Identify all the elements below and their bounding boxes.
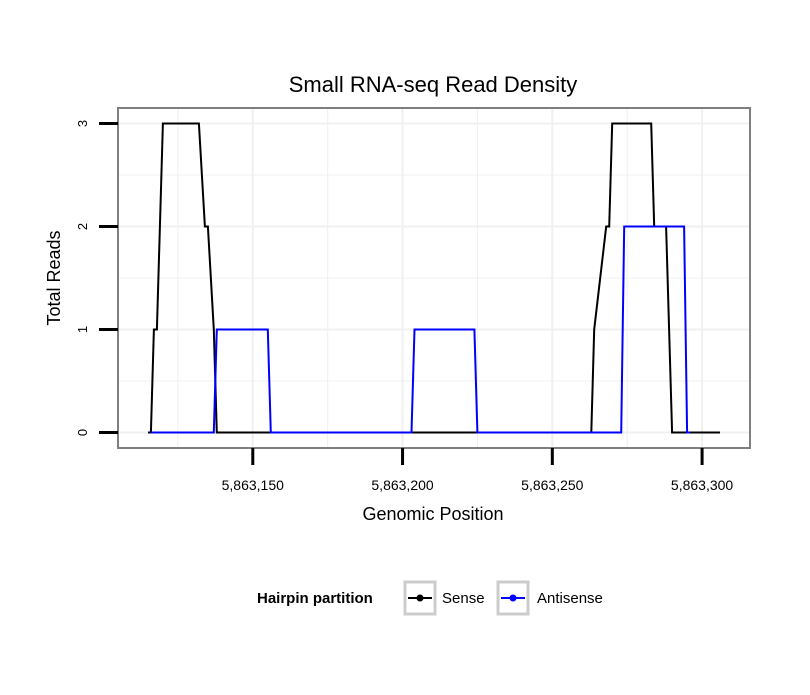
legend: Hairpin partition Sense Antisense xyxy=(257,580,603,616)
x-tick-label: 5,863,300 xyxy=(671,477,733,493)
legend-label: Antisense xyxy=(537,590,603,607)
y-tick-label: 0 xyxy=(75,429,90,436)
legend-title: Hairpin partition xyxy=(257,590,373,607)
y-tick-label: 3 xyxy=(75,120,90,127)
legend-key-point xyxy=(416,594,424,602)
x-tick-label: 5,863,200 xyxy=(371,477,433,493)
chart-title: Small RNA-seq Read Density xyxy=(289,72,578,97)
legend-label: Sense xyxy=(442,590,485,607)
y-tick-label: 1 xyxy=(75,326,90,333)
plot-border xyxy=(117,107,751,449)
legend-item-antisense: Antisense xyxy=(496,580,603,616)
legend-key-point xyxy=(509,594,517,602)
x-tick-label: 5,863,250 xyxy=(521,477,583,493)
series-layer xyxy=(148,122,720,434)
axis-layer: 5,863,150 5,863,200 5,863,250 5,863,300 0 1 2 3 xyxy=(75,107,751,493)
legend-item-sense: Sense xyxy=(403,580,485,616)
y-axis-title: Total Reads xyxy=(44,230,64,325)
series-line-antisense xyxy=(150,225,691,434)
x-tick-label: 5,863,150 xyxy=(222,477,284,493)
y-tick-label: 2 xyxy=(75,223,90,230)
x-axis-title: Genomic Position xyxy=(362,504,503,524)
